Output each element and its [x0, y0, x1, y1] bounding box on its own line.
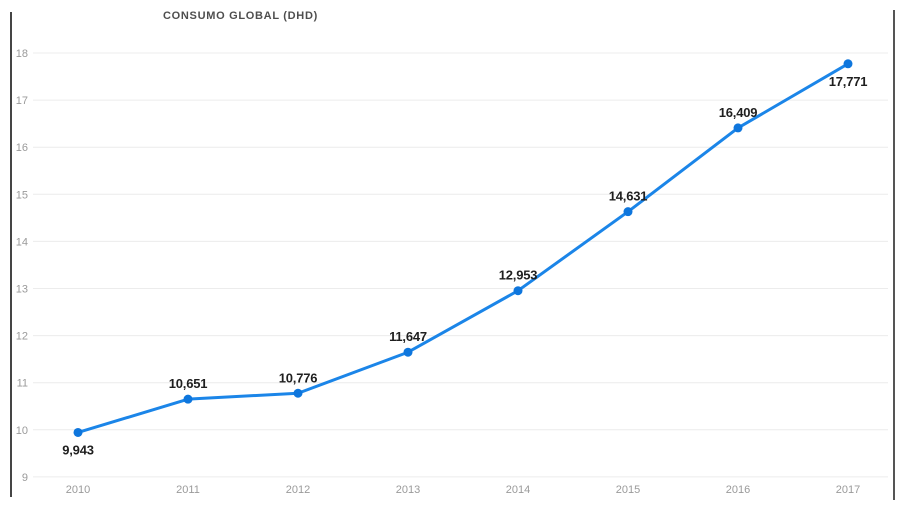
y-axis-tick-label: 13	[16, 284, 28, 296]
data-point-label: 14,631	[609, 189, 648, 204]
y-axis-tick-label: 18	[16, 48, 28, 60]
x-axis-tick-label: 2014	[506, 484, 530, 496]
data-point-label: 17,771	[829, 74, 868, 89]
frame-right-border	[893, 10, 895, 500]
data-point[interactable]	[183, 394, 193, 404]
series-line	[76, 62, 850, 434]
y-axis-tick-label: 16	[16, 142, 28, 154]
y-axis-tick-label: 10	[16, 425, 28, 437]
data-point[interactable]	[513, 286, 523, 296]
x-axis-tick-label: 2015	[616, 484, 640, 496]
data-point-label: 10,651	[169, 376, 208, 391]
y-axis-tick-label: 12	[16, 331, 28, 343]
data-point-label: 12,953	[499, 268, 538, 283]
x-axis-tick-label: 2011	[176, 484, 200, 496]
data-point-label: 16,409	[719, 105, 758, 120]
y-axis-tick-label: 11	[17, 378, 28, 390]
chart-title: CONSUMO GLOBAL (DHD)	[163, 10, 318, 22]
y-axis-tick-label: 14	[16, 236, 28, 248]
data-point[interactable]	[293, 388, 303, 398]
data-point[interactable]	[623, 207, 633, 217]
y-axis-tick-label: 15	[16, 189, 28, 201]
data-point-label: 11,647	[389, 329, 427, 344]
x-axis-tick-label: 2016	[726, 484, 750, 496]
x-axis-tick-label: 2017	[836, 484, 860, 496]
y-axis-tick-label: 9	[22, 472, 28, 484]
x-axis-tick-label: 2010	[66, 484, 90, 496]
data-point-label: 10,776	[279, 370, 318, 385]
y-axis-tick-label: 17	[16, 95, 28, 107]
x-axis-tick-label: 2013	[396, 484, 420, 496]
data-point-label: 9,943	[62, 442, 94, 457]
frame-left-border	[10, 12, 12, 497]
data-point[interactable]	[73, 427, 83, 437]
data-point[interactable]	[843, 59, 853, 69]
data-point[interactable]	[733, 123, 743, 133]
data-point[interactable]	[403, 347, 413, 357]
x-axis-tick-label: 2012	[286, 484, 310, 496]
